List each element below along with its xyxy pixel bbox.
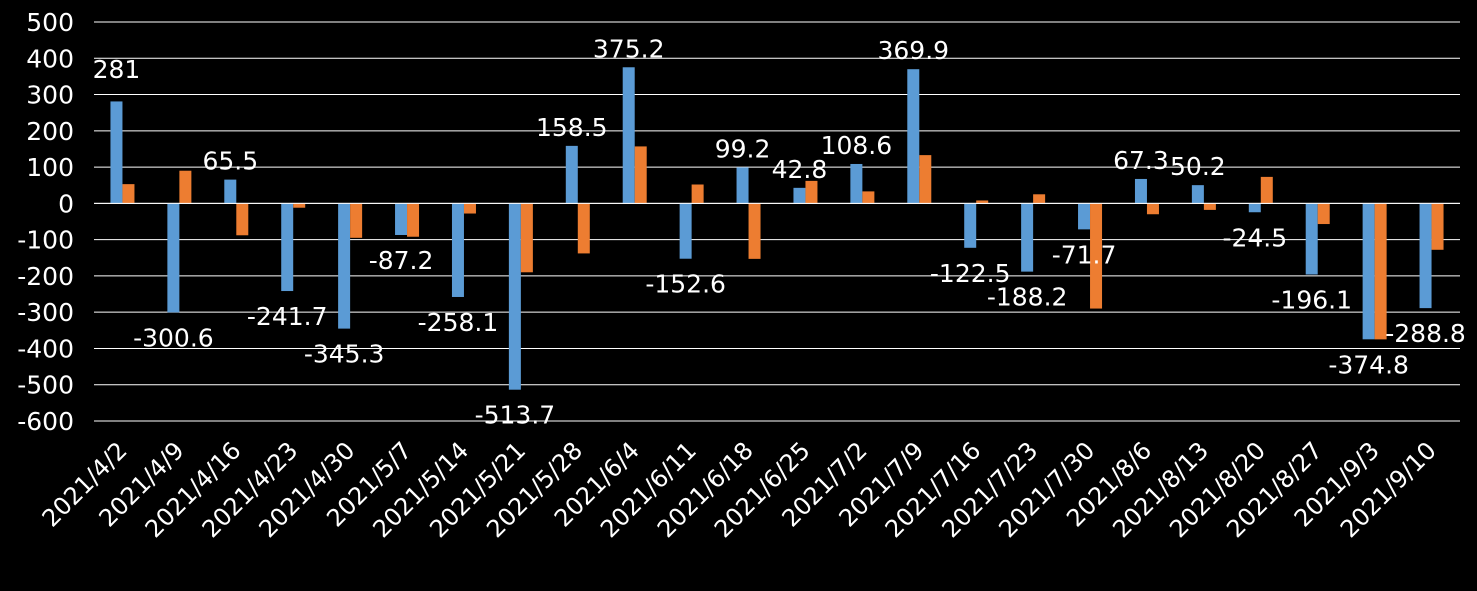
bar-series-1 (1078, 203, 1091, 230)
data-label: 369.9 (878, 36, 950, 65)
bar-series-2 (691, 184, 704, 204)
bar-series-2 (862, 191, 875, 204)
data-label: 50.2 (1170, 152, 1226, 181)
data-label: -152.6 (645, 270, 726, 299)
data-label: 108.6 (821, 131, 893, 160)
data-label: 42.8 (772, 155, 828, 184)
y-tick-label: -100 (17, 226, 74, 255)
bar-series-1 (1191, 185, 1204, 204)
data-label: -241.7 (247, 302, 328, 331)
bar-series-2 (293, 203, 306, 208)
bar-series-2 (1431, 203, 1444, 250)
y-tick-label: 200 (26, 117, 74, 146)
bar-series-2 (748, 203, 761, 259)
bar-series-2 (1260, 176, 1273, 204)
data-label: 158.5 (536, 113, 608, 142)
bar-series-1 (850, 163, 863, 204)
bar-series-1 (281, 203, 294, 292)
y-tick-label: -600 (17, 407, 74, 436)
y-tick-label: -300 (17, 298, 74, 327)
data-label: -71.7 (1052, 240, 1117, 269)
bar-series-2 (520, 203, 533, 273)
data-label: -374.8 (1328, 350, 1409, 379)
bar-series-1 (338, 203, 351, 329)
bar-series-1 (907, 69, 920, 204)
bar-series-2 (1374, 203, 1387, 340)
data-label: 281 (93, 55, 141, 84)
bar-series-1 (1021, 203, 1034, 272)
y-tick-label: 500 (26, 8, 74, 37)
bar-series-2 (919, 155, 932, 204)
bar-series-2 (1317, 203, 1330, 225)
bar-series-2 (463, 203, 476, 214)
y-tick-label: 0 (58, 189, 74, 218)
bar-series-1 (622, 67, 635, 204)
bar-series-2 (236, 203, 249, 236)
y-tick-label: 400 (26, 44, 74, 73)
bar-series-1 (508, 203, 521, 390)
data-label: -288.8 (1385, 319, 1466, 348)
data-label: 99.2 (715, 134, 771, 163)
bar-series-2 (350, 203, 363, 238)
data-label: -258.1 (418, 308, 499, 337)
data-label: -188.2 (987, 283, 1068, 312)
y-tick-label: -400 (17, 334, 74, 363)
bar-series-2 (577, 203, 590, 254)
bar-series-1 (679, 203, 692, 259)
data-label: 65.5 (202, 147, 258, 176)
bar-series-1 (395, 203, 408, 235)
bar-series-2 (805, 180, 818, 204)
bar-series-1 (736, 167, 749, 204)
bar-series-1 (565, 145, 578, 204)
y-axis-ticks: 500 400 300 200 100 0 -100 -200 -300 -400 -500 -600 (17, 8, 74, 436)
y-tick-label: 100 (26, 153, 74, 182)
data-label: 375.2 (593, 34, 665, 63)
data-label: -122.5 (930, 259, 1011, 288)
data-label: -196.1 (1271, 285, 1352, 314)
bar-series-2 (1146, 203, 1159, 215)
bar-series-1 (167, 203, 180, 313)
bar-series-1 (224, 179, 237, 204)
bar-series-1 (110, 101, 123, 204)
bars (110, 67, 1444, 390)
bar-series-2 (634, 146, 647, 204)
data-label: -87.2 (369, 246, 434, 275)
bar-series-1 (1134, 178, 1147, 204)
bar-series-2 (1090, 203, 1103, 309)
x-axis-ticks: 2021/4/22021/4/92021/4/162021/4/232021/4… (37, 436, 1442, 543)
data-label: -300.6 (133, 323, 214, 352)
bar-series-1 (964, 203, 977, 248)
data-label: -345.3 (304, 340, 385, 369)
bar-series-2 (1033, 194, 1046, 204)
y-tick-label: -500 (17, 371, 74, 400)
bar-series-1 (1419, 203, 1432, 309)
data-labels: 281 -300.6 65.5 -241.7 -345.3 -87.2 -258.1 -513… (93, 34, 1466, 429)
gridlines (94, 21, 1460, 422)
bar-series-2 (976, 200, 989, 204)
bar-series-2 (179, 170, 192, 204)
data-label: 67.3 (1113, 146, 1169, 175)
bar-series-1 (451, 203, 464, 297)
data-label: -24.5 (1222, 223, 1287, 252)
bar-series-1 (1362, 203, 1375, 340)
bar-series-1 (1248, 203, 1261, 213)
bar-series-1 (793, 187, 806, 204)
bar-series-2 (122, 184, 135, 204)
y-tick-label: -200 (17, 262, 74, 291)
bar-series-2 (407, 203, 420, 237)
bar-series-1 (1305, 203, 1318, 275)
data-label: -513.7 (475, 401, 556, 430)
y-tick-label: 300 (26, 81, 74, 110)
bar-series-2 (1203, 203, 1216, 210)
